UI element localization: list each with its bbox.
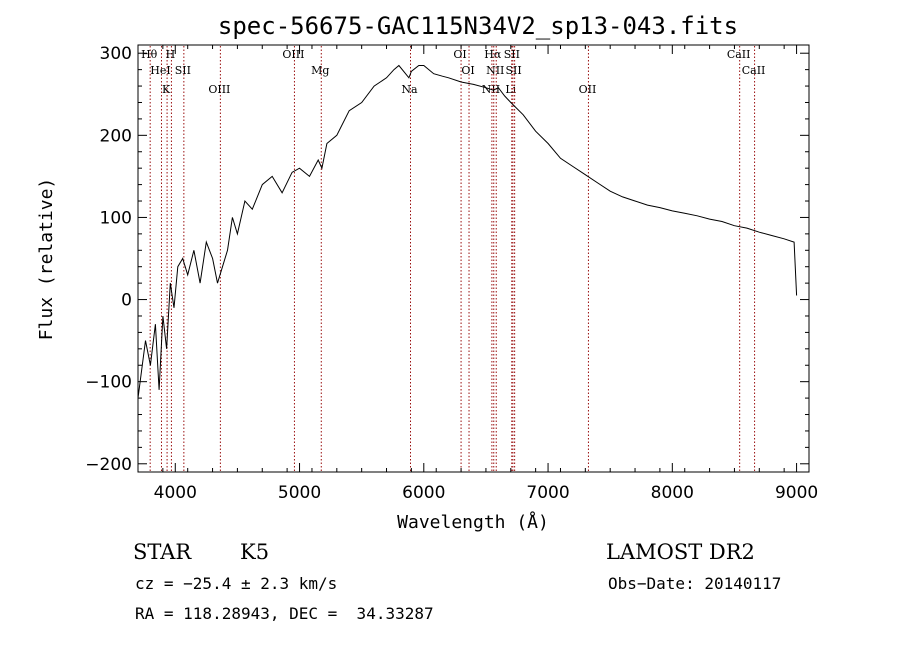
spectrum-series-line bbox=[137, 64, 798, 399]
axis-ticks: 4000 5000 6000 7000 8000 9000 −200 −100 0 100 200 3… bbox=[85, 44, 818, 503]
spectral-line-label: SII bbox=[504, 48, 520, 61]
spectral-line-label: NII bbox=[486, 64, 504, 77]
spectral-line-label: CaII bbox=[742, 64, 766, 77]
spectral-line-label: OI bbox=[453, 48, 466, 61]
spectral-line-label: K bbox=[162, 83, 171, 96]
y-tick-label: −100 bbox=[85, 373, 132, 393]
spectral-line-label: CaII bbox=[727, 48, 751, 61]
object-class: STAR bbox=[133, 540, 192, 564]
x-tick-label: 8000 bbox=[651, 483, 694, 503]
object-subclass: K5 bbox=[240, 540, 270, 564]
x-tick-label: 9000 bbox=[775, 483, 818, 503]
y-tick-label: −200 bbox=[85, 455, 132, 475]
y-tick-label: 300 bbox=[100, 44, 132, 64]
spectral-line-label: Mg bbox=[311, 64, 329, 77]
y-tick-label: 0 bbox=[121, 291, 132, 311]
spectral-line-label: OIII bbox=[282, 48, 304, 61]
x-tick-label: 5000 bbox=[278, 483, 321, 503]
x-tick-label: 7000 bbox=[526, 483, 569, 503]
spectral-line-label: Na bbox=[401, 83, 418, 96]
spectral-line-label: OII bbox=[579, 83, 597, 96]
y-tick-label: 200 bbox=[100, 126, 132, 146]
x-tick-label: 4000 bbox=[154, 483, 197, 503]
spectral-line-label: OIII bbox=[208, 83, 230, 96]
spectral-line-label: Li bbox=[505, 83, 516, 96]
plot-frame bbox=[137, 44, 810, 473]
spectral-line-label: HeI bbox=[150, 64, 170, 77]
spectral-line-label: SII bbox=[175, 64, 191, 77]
x-tick-label: 6000 bbox=[402, 483, 445, 503]
spectral-line-label: Hθ bbox=[141, 48, 158, 61]
ra-dec-coordinates: RA = 118.28943, DEC = 34.33287 bbox=[135, 604, 434, 623]
spectral-line-label: SII bbox=[506, 64, 522, 77]
observation-date: Obs−Date: 20140117 bbox=[608, 574, 782, 593]
x-axis-label: Wavelength (Å) bbox=[397, 511, 549, 533]
y-axis-label: Flux (relative) bbox=[36, 178, 57, 341]
chart-title: spec-56675-GAC115N34V2_sp13-043.fits bbox=[218, 12, 738, 40]
y-tick-label: 100 bbox=[100, 208, 132, 228]
spectral-line-markers: HθHeIKHSIIOIIIOIIIMgNaOIOINIIHαNIILiSIIS… bbox=[141, 46, 765, 471]
redshift-cz: cz = −25.4 ± 2.3 km/s bbox=[135, 574, 338, 593]
spectral-line-label: H bbox=[166, 48, 176, 61]
survey-name: LAMOST DR2 bbox=[606, 540, 755, 564]
spectral-line-label: Hα bbox=[484, 48, 502, 61]
spectral-line-label: OI bbox=[461, 64, 474, 77]
